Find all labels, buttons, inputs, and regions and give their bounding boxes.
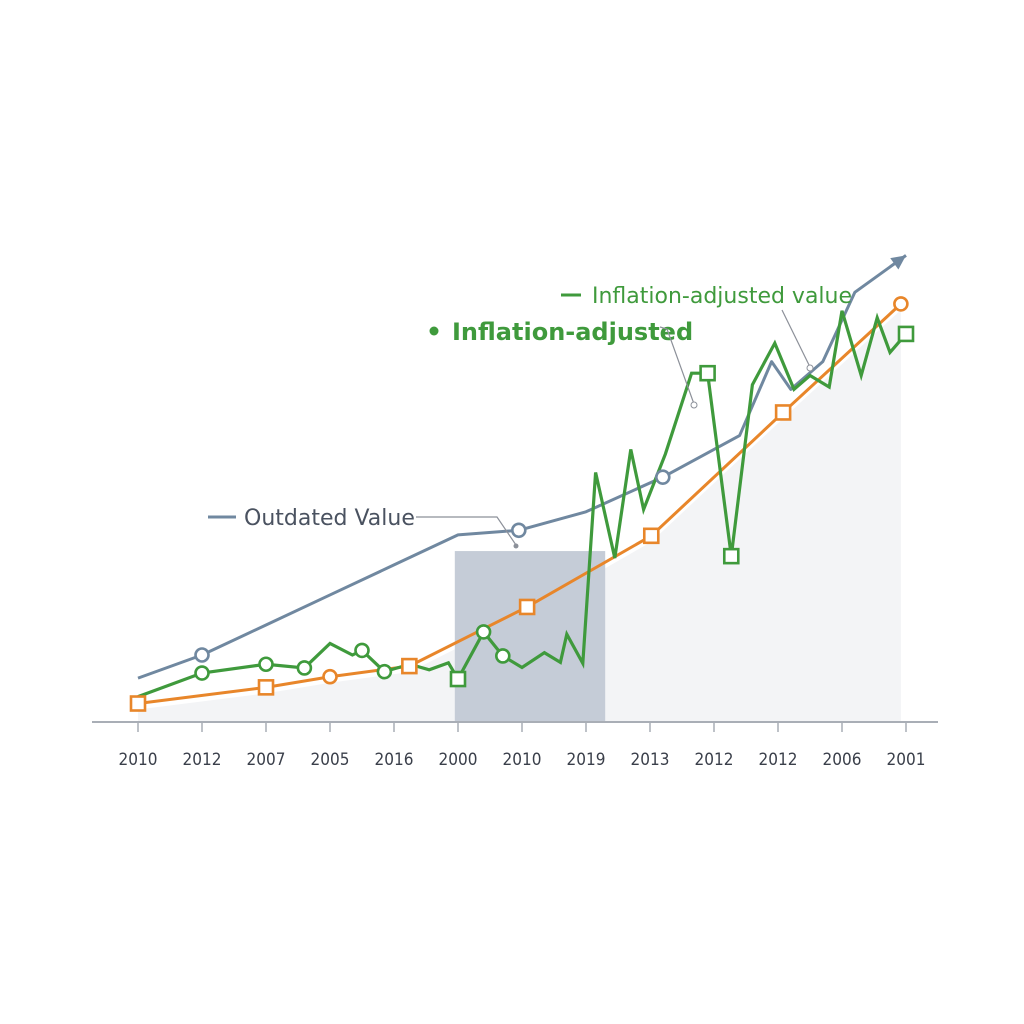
x-tick-label: 2013: [631, 750, 670, 770]
x-tick-label: 2012: [695, 750, 734, 770]
inflation-adjusted-value-marker: [642, 527, 660, 545]
inflation-adjusted-marker: [475, 624, 492, 640]
inflation-adjusted-legend-dot: [429, 326, 439, 336]
inflation-adjusted-leader-dot: [690, 401, 698, 409]
series-markers: [129, 296, 915, 712]
inflation-adjusted-value-marker: [518, 598, 536, 616]
inflation-adjusted-value-marker: [257, 679, 275, 696]
x-tick-label: 2016: [375, 750, 414, 770]
inflation-adjusted-marker: [494, 648, 511, 664]
inflation-adjusted-marker: [296, 660, 313, 676]
inflation-adjusted-marker: [258, 656, 274, 673]
outdated-value-arrowhead: [890, 255, 906, 270]
inflation-adjusted-marker: [376, 663, 393, 680]
x-tick-label: 2012: [759, 750, 798, 770]
x-tick-label: 2005: [311, 750, 350, 770]
inflation-adjusted-value-marker: [774, 404, 792, 421]
background-area: [138, 309, 901, 722]
inflation-adjusted-marker: [897, 325, 915, 343]
inflation-adjusted-leader-line: [659, 326, 695, 405]
inflation-value-leader-dot: [806, 364, 814, 372]
area-fill: [138, 309, 901, 722]
outdated-value-marker: [654, 469, 671, 485]
inflation-adjusted-marker: [449, 670, 467, 688]
outdated-value-line: [137, 254, 907, 680]
x-axis: 2010 2012 2007 2005 2016 2000 2010 2019 2013 2012…: [92, 721, 938, 770]
x-tick-label: 2010: [119, 750, 158, 770]
inflation-value-leader-line: [781, 309, 811, 368]
inflation-adjusted-marker: [699, 364, 716, 382]
inflation-adjusted-value-marker: [401, 657, 418, 675]
x-tick-label: 2019: [567, 750, 606, 770]
x-tick-label: 2006: [823, 750, 862, 770]
inflation-adjusted-marker: [354, 642, 370, 659]
x-tick-label: 2001: [887, 750, 926, 770]
inflation-adjusted-value-marker: [129, 695, 147, 712]
outdated-value-marker: [194, 647, 210, 663]
inflation-adjusted-value-marker: [322, 668, 338, 685]
annotation-outdated-value: Outdated Value: [244, 506, 415, 531]
outdated-leader-dot: [513, 543, 519, 549]
x-tick-label: 2012: [183, 750, 222, 770]
inflation-adjusted-value-line: [137, 302, 902, 706]
inflation-adjusted-value-marker: [893, 296, 909, 312]
outdated-value-marker: [510, 522, 527, 539]
x-tick-label: 2010: [503, 750, 542, 770]
inflation-adjusted-marker: [722, 547, 740, 565]
annotation-inflation-adjusted-value: Inflation-adjusted value: [592, 284, 852, 309]
annotations: Outdated Value Inflation-adjusted value …: [208, 284, 852, 549]
annotation-inflation-adjusted: Inflation-adjusted: [452, 318, 693, 346]
x-tick-label: 2007: [247, 750, 286, 770]
inflation-adjusted-marker: [194, 665, 210, 681]
outdated-leader-line: [416, 516, 517, 546]
x-tick-label: 2000: [439, 750, 478, 770]
